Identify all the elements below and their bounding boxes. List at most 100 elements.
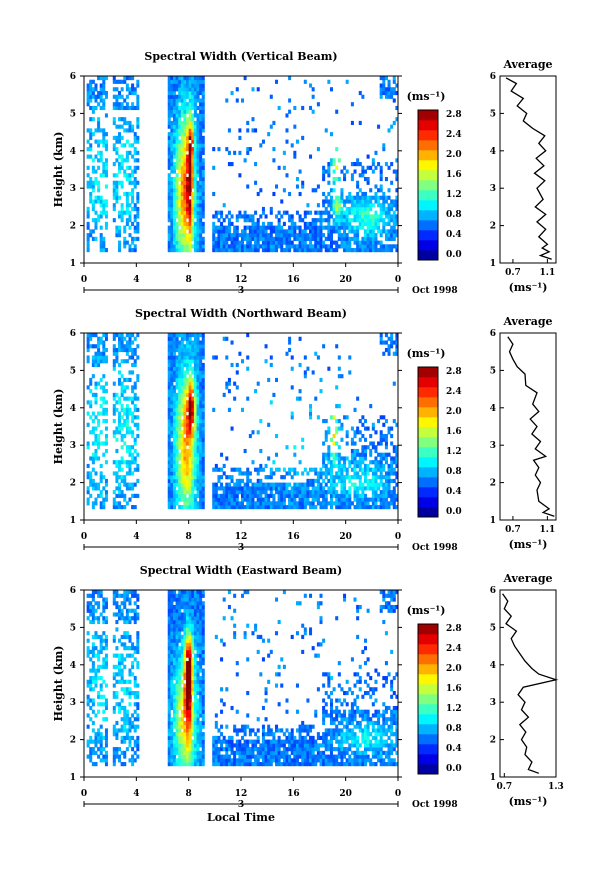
heatmap-cell	[340, 456, 344, 461]
heatmap-cell	[188, 604, 192, 610]
heatmap-cell	[379, 456, 383, 461]
heatmap-cell	[99, 638, 103, 643]
heatmap-cell	[112, 676, 116, 681]
heatmap-cell	[316, 355, 320, 360]
heatmap-cell	[172, 147, 176, 152]
heatmap-cell	[133, 132, 137, 137]
heatmap-cell	[348, 355, 352, 360]
heatmap-cell	[170, 248, 174, 253]
heatmap-cell	[131, 248, 135, 253]
heatmap-cell	[392, 340, 396, 345]
heatmap-cell	[377, 218, 381, 223]
heatmap-cell	[183, 705, 187, 711]
heatmap-cell	[175, 460, 179, 465]
heatmap-cell	[196, 634, 200, 640]
heatmap-cell	[123, 422, 127, 427]
heatmap-cell	[340, 463, 344, 469]
heatmap-cell	[191, 683, 195, 688]
heatmap-cell	[191, 754, 195, 759]
heatmap-cell	[91, 165, 95, 170]
heatmap-cell	[102, 407, 106, 412]
heatmap-cell	[387, 471, 391, 476]
heatmap-cell	[382, 486, 386, 491]
heatmap-cell	[172, 176, 176, 182]
heatmap-cell	[115, 460, 119, 465]
heatmap-cell	[86, 83, 90, 88]
heatmap-cell	[366, 497, 370, 502]
heatmap-cell	[183, 478, 187, 483]
heatmap-cell	[175, 184, 179, 189]
heatmap-cell	[193, 158, 197, 163]
heatmap-cell	[201, 113, 205, 118]
heatmap-cell	[199, 165, 203, 170]
heatmap-cell	[91, 169, 95, 174]
heatmap-cell	[246, 218, 250, 223]
heatmap-cell	[387, 490, 391, 495]
heatmap-cell	[188, 743, 192, 748]
heatmap-cell	[196, 642, 200, 647]
heatmap-cell	[175, 206, 179, 212]
heatmap-cell	[186, 188, 190, 193]
heatmap-cell	[222, 225, 226, 230]
heatmap-cell	[233, 486, 237, 491]
heatmap-cell	[243, 210, 247, 215]
heatmap-cell	[94, 735, 98, 740]
heatmap-cell	[104, 359, 108, 364]
heatmap-cell	[235, 225, 239, 230]
heatmap-cell	[97, 601, 101, 606]
heatmap-cell	[170, 758, 174, 763]
heatmap-cell	[293, 471, 297, 476]
heatmap-cell	[214, 210, 218, 215]
heatmap-cell	[178, 646, 182, 651]
heatmap-cell	[358, 225, 362, 230]
profile-y-tick-label: 3	[490, 441, 496, 451]
heatmap-cell	[167, 478, 171, 483]
heatmap-cell	[301, 497, 305, 502]
heatmap-cell	[285, 493, 289, 498]
heatmap-cell	[180, 411, 184, 416]
heatmap-cell	[371, 490, 375, 495]
heatmap-cell	[356, 233, 360, 238]
heatmap-cell	[382, 206, 386, 212]
heatmap-cell	[309, 233, 313, 238]
heatmap-cell	[196, 426, 200, 431]
heatmap-cell	[115, 590, 119, 595]
heatmap-cell	[335, 214, 339, 219]
heatmap-cell	[172, 240, 176, 245]
heatmap-cell	[136, 597, 140, 602]
heatmap-cell	[170, 225, 174, 230]
heatmap-cell	[298, 493, 302, 498]
heatmap-cell	[369, 452, 373, 457]
heatmap-cell	[243, 233, 247, 238]
heatmap-cell	[377, 229, 381, 234]
heatmap-cell	[188, 661, 192, 666]
heatmap-cell	[201, 452, 205, 457]
heatmap-cell	[298, 229, 302, 234]
heatmap-cell	[125, 377, 129, 383]
heatmap-cell	[293, 105, 297, 111]
heatmap-cell	[175, 221, 179, 226]
heatmap-cell	[180, 154, 184, 159]
heatmap-cell	[322, 169, 326, 174]
heatmap-cell	[191, 717, 195, 722]
heatmap-cell	[193, 709, 197, 714]
x-tick-label: 0	[81, 532, 87, 542]
heatmap-cell	[227, 497, 231, 502]
heatmap-cell	[97, 188, 101, 193]
heatmap-cell	[319, 467, 323, 472]
heatmap-cell	[395, 460, 399, 465]
heatmap-cell	[298, 490, 302, 495]
heatmap-cell	[201, 381, 205, 386]
heatmap-cell	[86, 698, 90, 703]
heatmap-cell	[125, 720, 129, 726]
heatmap-cell	[196, 105, 200, 111]
heatmap-cell	[118, 505, 122, 510]
heatmap-cell	[170, 717, 174, 722]
heatmap-cell	[120, 214, 124, 219]
heatmap-cell	[188, 404, 192, 409]
heatmap-cell	[269, 362, 273, 368]
heatmap-cell	[353, 162, 357, 167]
heatmap-cell	[285, 248, 289, 253]
heatmap-cell	[175, 676, 179, 681]
heatmap-cell	[353, 236, 357, 241]
